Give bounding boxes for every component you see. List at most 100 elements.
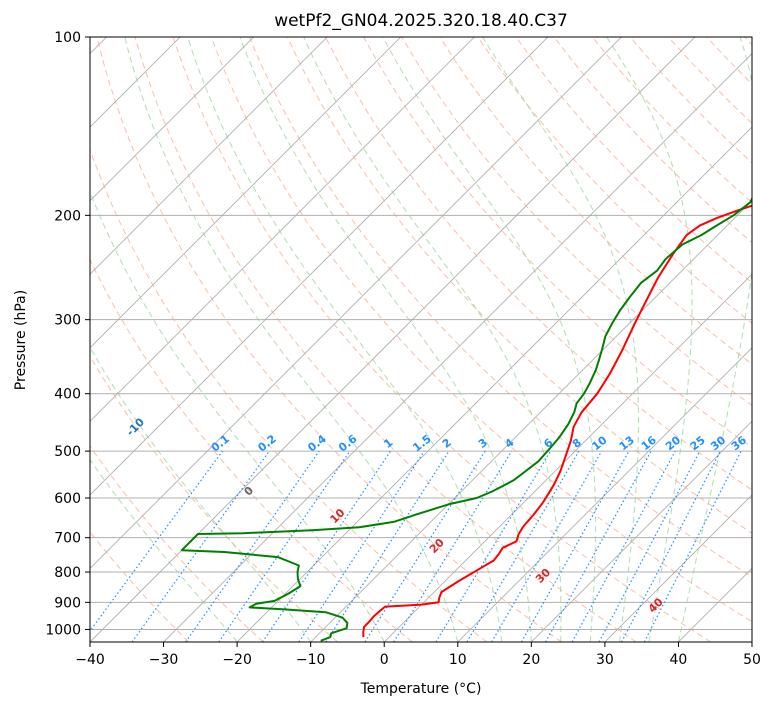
mixing-ratio-line [571, 450, 676, 642]
x-tick-label: −20 [222, 652, 252, 668]
plot-frame [89, 36, 753, 643]
dry-adiabat-label: 30 [533, 566, 553, 586]
x-tick-label: 0 [380, 652, 389, 668]
x-tick-label: 10 [449, 652, 467, 668]
chart-title: wetPf2_GN04.2025.320.18.40.C37 [274, 11, 568, 31]
mixing-ratio-line [90, 450, 223, 632]
isotherm-line [383, 273, 752, 642]
y-axis: 100 200 300 400 500 600 700 800 900 1000 [45, 30, 90, 638]
isotherm-line [90, 37, 254, 202]
moist-adiabat-line [239, 37, 532, 642]
dry-adiabat-line [629, 37, 752, 164]
isotherm-line [90, 37, 328, 275]
dry-adiabat-line [248, 37, 752, 578]
mixing-ratio-line [435, 450, 551, 642]
mixing-ratio-line [466, 450, 580, 642]
line-labels: 0.10.20.40.611.52346810131620253036-100-… [124, 415, 749, 615]
mixing-ratio-line [185, 450, 320, 642]
isotherm-line [751, 641, 752, 642]
isotherm-line [457, 347, 752, 642]
isotherm-line [604, 494, 752, 642]
y-axis-title: Pressure (hPa) [13, 290, 29, 390]
y-tick-label: 600 [54, 491, 81, 507]
dry-adiabat-line [744, 37, 752, 46]
mixing-ratio-line [520, 450, 630, 642]
isotherm-line [163, 52, 752, 642]
dry-adiabat-line [96, 37, 562, 642]
background-lines [90, 37, 752, 642]
moist-adiabat-line [303, 37, 562, 642]
y-tick-label: 700 [54, 531, 81, 547]
mixing-ratio-line [393, 450, 513, 642]
dry-adiabat-line [325, 37, 752, 491]
dry-adiabat-label: 20 [427, 536, 447, 556]
dry-adiabat-line [439, 37, 752, 365]
moist-adiabat-line [187, 37, 503, 642]
mixing-ratio-line [643, 450, 742, 642]
y-tick-label: 500 [54, 444, 81, 460]
mixing-ratio-label: 30 [708, 433, 728, 453]
isotherm-line [236, 126, 752, 642]
mixing-ratio-line [218, 450, 351, 642]
dry-adiabat-line [515, 37, 752, 284]
y-tick-label: 900 [54, 595, 81, 611]
x-axis-title: Temperature (°C) [360, 681, 482, 697]
mixing-ratio-line [325, 450, 450, 642]
mixing-ratio-line [545, 450, 652, 642]
moist-adiabat-line [382, 37, 597, 642]
mixing-ratio-label: 25 [688, 434, 708, 454]
y-tick-label: 1000 [45, 622, 81, 638]
x-tick-label: 50 [743, 652, 761, 668]
isotherm-line [531, 420, 752, 642]
moist-adiabat-line [90, 190, 385, 642]
mixing-ratio-line [491, 450, 603, 642]
x-axis: −40 −30 −20 −10 0 10 20 30 40 50 [75, 642, 761, 668]
x-tick-label: −40 [75, 652, 105, 668]
mixing-ratio-line [131, 450, 270, 642]
temperature-profile-line [362, 204, 752, 638]
x-tick-label: 30 [596, 652, 614, 668]
y-tick-label: 400 [54, 387, 81, 403]
y-tick-label: 300 [54, 313, 81, 329]
y-tick-label: 800 [54, 565, 81, 581]
profile-series [180, 196, 752, 642]
isotherm-line [90, 37, 402, 349]
dry-adiabat-line [90, 148, 488, 642]
y-tick-label: 100 [54, 30, 81, 46]
dry-adiabat-line [668, 37, 752, 125]
dewpoint-profile-line [180, 196, 752, 642]
mixing-ratio-line [598, 450, 701, 642]
mixing-ratio-label: 2 [440, 436, 454, 451]
moist-adiabat-line [677, 37, 752, 642]
x-tick-label: −10 [296, 652, 326, 668]
x-tick-label: −30 [149, 652, 179, 668]
mixing-ratio-label: 16 [639, 433, 659, 453]
mixing-ratio-label: 13 [617, 434, 637, 454]
mixing-ratio-line [298, 450, 425, 642]
isotherm-line [310, 200, 752, 642]
moist-adiabat-line [90, 458, 238, 642]
dry-adiabat-line [172, 37, 712, 642]
isotherm-line [90, 37, 475, 422]
dry-adiabat-line [286, 37, 752, 534]
dry-adiabat-line [210, 37, 752, 623]
mixing-ratio-line [364, 450, 486, 642]
dry-adiabat-line [90, 355, 339, 642]
moist-adiabat-line [606, 37, 693, 642]
dry-adiabat-line [134, 37, 637, 642]
isotherm-line [90, 37, 622, 570]
mixing-ratio-label: 36 [729, 433, 749, 453]
dry-adiabat-line [90, 445, 264, 642]
isotherm-line [90, 37, 549, 496]
dry-adiabat-line [706, 37, 752, 85]
x-tick-label: 40 [670, 652, 688, 668]
isotherm-line [678, 567, 752, 642]
x-tick-label: 20 [522, 652, 540, 668]
dry-adiabat-line [591, 37, 752, 204]
moist-adiabat-line [124, 37, 459, 642]
dry-adiabat-label: -10 [124, 415, 147, 438]
moist-adiabat-line [90, 346, 312, 642]
dry-adiabat-line [90, 258, 413, 642]
moist-adiabat-line [482, 37, 639, 642]
